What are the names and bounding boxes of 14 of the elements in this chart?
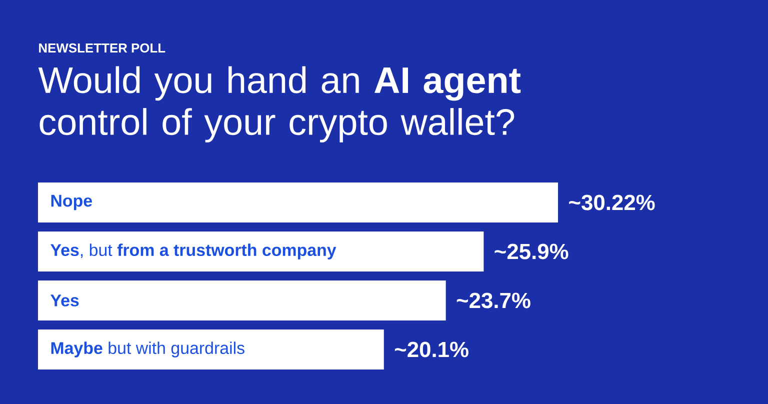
chart-subtitle: NEWSLETTER POLL — [39, 43, 166, 53]
y-tick-label: Nope — [51, 194, 92, 210]
bar — [38, 330, 384, 370]
bar — [38, 280, 446, 321]
y-tick-label: Yes — [50, 294, 79, 306]
y-tick-label: Maybe but with guardrails — [51, 342, 244, 358]
bar — [38, 182, 558, 222]
data-label: ~25.9% — [494, 244, 568, 260]
data-label: ~23.7% — [456, 292, 530, 308]
bar — [38, 232, 484, 272]
data-label: ~20.1% — [394, 342, 468, 358]
y-tick-label: Yes, but from a trustworth company — [50, 244, 336, 260]
chart-title: Would you hand an AI agent control of your crypto wallet? — [38, 66, 521, 142]
data-label: ~30.22% — [569, 194, 655, 210]
